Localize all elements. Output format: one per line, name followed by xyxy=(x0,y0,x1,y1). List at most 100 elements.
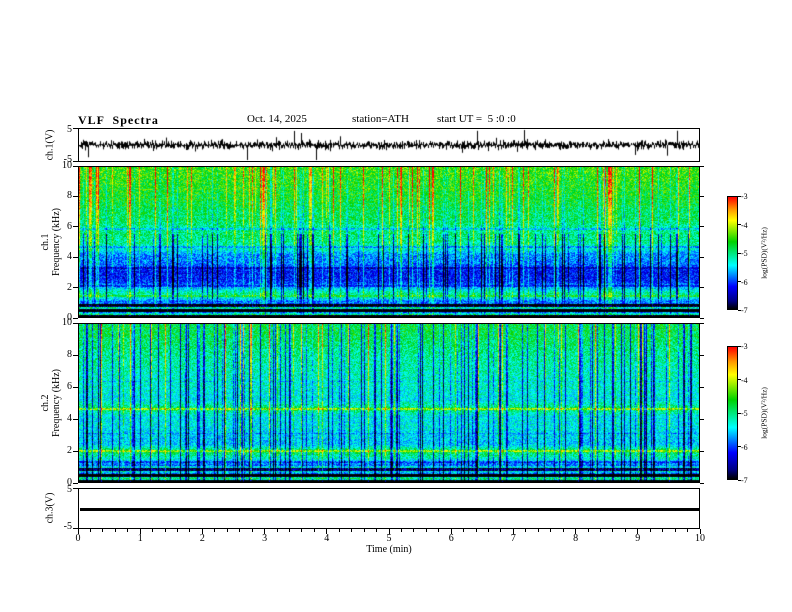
ch1-spectrogram-canvas xyxy=(79,167,699,317)
colorbar-tick-label: -6 xyxy=(741,442,748,452)
colorbar-tick-mark xyxy=(738,345,741,347)
x-tick-label: 1 xyxy=(137,533,143,544)
x-tick-mark xyxy=(388,529,390,534)
x-tick-label: 9 xyxy=(635,533,641,544)
x-minor-tick-mark xyxy=(587,529,589,532)
ch1-spec-axis-label: ch.1 Frequency (kHz) xyxy=(40,208,62,276)
colorbar-tick-mark xyxy=(738,446,741,447)
y-tick-mark xyxy=(700,226,704,228)
y-tick-label: 6 xyxy=(67,220,72,232)
x-minor-tick-mark xyxy=(425,529,427,532)
y-tick-mark xyxy=(73,226,78,228)
y-tick-mark xyxy=(700,322,704,324)
y-tick-label: 4 xyxy=(67,251,72,263)
y-tick-mark xyxy=(700,354,704,356)
ch1-waveform-canvas xyxy=(79,129,699,161)
y-tick-mark xyxy=(73,161,78,162)
figure-title: VLF Spectra xyxy=(78,113,159,127)
y-tick-mark xyxy=(73,128,78,129)
colorbar-tick-mark xyxy=(738,379,741,380)
colorbar-tick-mark xyxy=(738,309,741,311)
x-minor-tick-mark xyxy=(413,529,415,532)
x-tick-mark xyxy=(637,529,639,534)
colorbar-tick-label: -7 xyxy=(741,306,748,315)
x-tick-label: 3 xyxy=(262,533,268,544)
colorbar-tick-mark xyxy=(738,224,741,225)
y-tick-mark xyxy=(700,256,704,258)
ch2-spec-axis-label: ch.2 Frequency (kHz) xyxy=(40,369,62,437)
x-tick-label: 4 xyxy=(324,533,330,544)
y-tick-mark xyxy=(700,287,704,289)
ch1-spec-channel-label: ch.1 xyxy=(40,233,51,251)
x-tick-mark xyxy=(326,529,328,534)
y-tick-label: 4 xyxy=(67,413,72,424)
y-tick-label: 0 xyxy=(67,312,72,323)
colorbar-tick-label: -5 xyxy=(741,249,748,258)
y-tick-mark xyxy=(700,195,704,197)
ch1-spectrogram-panel xyxy=(78,166,700,318)
x-minor-tick-mark xyxy=(537,529,539,532)
x-minor-tick-mark xyxy=(276,529,278,532)
x-tick-label: 0 xyxy=(75,533,81,544)
x-minor-tick-mark xyxy=(114,529,116,532)
colorbar-ch2 xyxy=(727,346,738,480)
y-tick-mark xyxy=(73,418,78,420)
y-tick-label: 2 xyxy=(67,445,72,456)
x-minor-tick-mark xyxy=(525,529,527,532)
y-tick-mark xyxy=(73,287,78,289)
y-tick-mark xyxy=(73,317,78,319)
y-tick-mark xyxy=(73,450,78,452)
ch2-spec-freq-label: Frequency (kHz) xyxy=(51,368,62,438)
colorbar-tick-label: -3 xyxy=(741,192,748,201)
y-tick-label: 8 xyxy=(67,190,72,202)
x-tick-mark xyxy=(139,529,141,534)
ch3-flat-trace xyxy=(80,507,700,511)
x-minor-tick-mark xyxy=(612,529,614,532)
y-tick-mark xyxy=(73,165,78,167)
x-tick-mark xyxy=(201,529,203,534)
y-tick-label: 5 xyxy=(67,124,72,135)
colorbar-tick-label: -6 xyxy=(741,277,748,287)
y-tick-mark xyxy=(73,528,78,529)
x-tick-mark xyxy=(512,529,514,534)
x-tick-mark xyxy=(450,529,452,534)
colorbar-tick-mark xyxy=(738,195,741,197)
colorbar-tick-label: -4 xyxy=(741,220,748,230)
y-tick-mark xyxy=(73,256,78,258)
x-minor-tick-mark xyxy=(674,529,676,532)
x-minor-tick-mark xyxy=(475,529,477,532)
x-minor-tick-mark xyxy=(500,529,502,532)
colorbar-tick-label: -3 xyxy=(741,342,748,351)
colorbar-tick-label: -7 xyxy=(741,476,748,485)
x-minor-tick-mark xyxy=(463,529,465,532)
x-minor-tick-mark xyxy=(301,529,303,532)
x-minor-tick-mark xyxy=(152,529,154,532)
x-minor-tick-mark xyxy=(102,529,104,532)
x-minor-tick-mark xyxy=(599,529,601,532)
y-tick-label: 5 xyxy=(67,484,72,495)
ch1-wave-axis-label: ch.1(V) xyxy=(44,129,56,161)
figure-date: Oct. 14, 2025 xyxy=(247,113,307,125)
figure-station: station=ATH xyxy=(352,113,409,125)
y-tick-mark xyxy=(73,322,78,324)
colorbar-ch2-label: log(PSD)(V²/Hz) xyxy=(759,387,769,439)
y-tick-mark xyxy=(700,450,704,452)
ch2-spec-channel-label: ch.2 xyxy=(40,394,51,412)
x-minor-tick-mark xyxy=(550,529,552,532)
y-tick-label: 8 xyxy=(67,349,72,360)
x-minor-tick-mark xyxy=(313,529,315,532)
y-tick-label: -5 xyxy=(63,154,72,165)
x-minor-tick-mark xyxy=(488,529,490,532)
y-tick-label: -5 xyxy=(63,521,72,532)
y-tick-label: 6 xyxy=(67,381,72,392)
x-tick-label: 5 xyxy=(386,533,392,544)
ch2-spectrogram-canvas xyxy=(79,324,699,482)
x-minor-tick-mark xyxy=(251,529,253,532)
x-minor-tick-mark xyxy=(438,529,440,532)
x-minor-tick-mark xyxy=(376,529,378,532)
ch2-spectrogram-panel xyxy=(78,323,700,483)
colorbar-tick-mark xyxy=(738,281,741,282)
y-tick-mark xyxy=(700,418,704,420)
y-tick-mark xyxy=(73,482,78,484)
